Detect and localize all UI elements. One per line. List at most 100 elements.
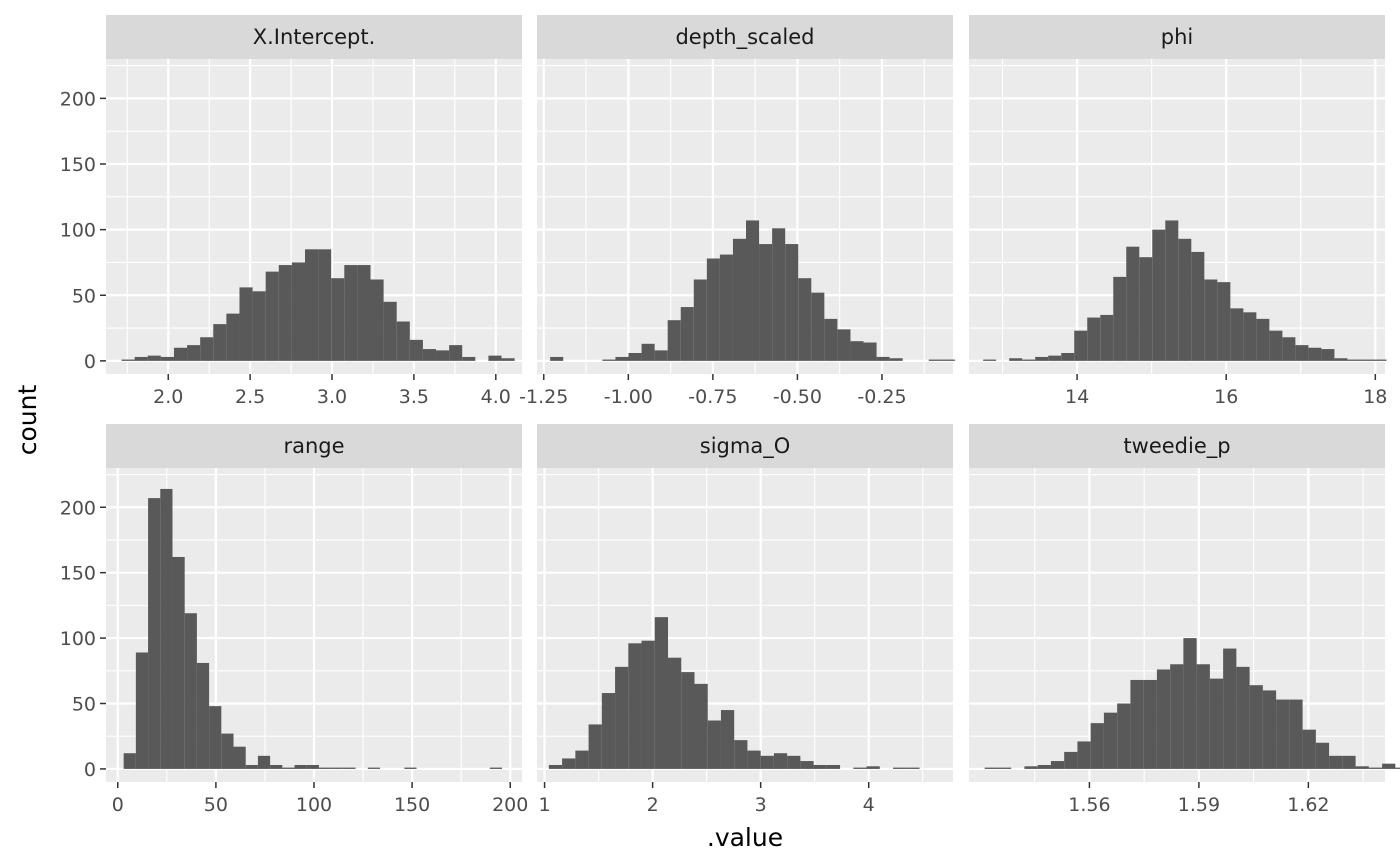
histogram-bar — [668, 657, 682, 769]
histogram-bar — [928, 359, 942, 361]
x-tick-label: -0.25 — [857, 386, 906, 408]
y-tick-label: 50 — [72, 285, 96, 307]
y-tick-label: 0 — [84, 351, 96, 373]
histogram-bar — [184, 613, 197, 769]
histogram-bar — [226, 313, 240, 361]
histogram-bar — [1204, 279, 1218, 361]
histogram-bar — [1152, 229, 1166, 361]
histogram-bar — [383, 301, 397, 361]
histogram-bar — [889, 358, 903, 361]
histogram-bar — [396, 321, 410, 361]
histogram-bar — [1165, 220, 1179, 361]
histogram-bar — [641, 343, 655, 361]
x-tick-label: 18 — [1363, 386, 1387, 408]
histogram-bar — [196, 662, 210, 769]
facet-strip-label: tweedie_p — [1123, 434, 1230, 459]
y-axis-title: count — [13, 385, 42, 456]
facet-strip — [969, 15, 1385, 59]
histogram-bar — [893, 767, 907, 769]
x-tick-label: 1.59 — [1178, 794, 1220, 816]
histogram-bar — [1223, 648, 1237, 769]
histogram-bar — [641, 640, 655, 769]
histogram-bar — [628, 353, 642, 361]
histogram-bar — [681, 672, 695, 769]
facet-panel: range 0 50 100 150 200 0 50 100 150 200 — [60, 424, 528, 816]
histogram-bar — [449, 345, 463, 361]
histogram-bar — [245, 764, 258, 769]
histogram-bar — [270, 764, 283, 769]
histogram-bar — [488, 355, 502, 361]
histogram-bar — [1373, 359, 1387, 361]
histogram-bar — [160, 488, 173, 769]
facet-strip — [106, 424, 522, 468]
histogram-bar — [1243, 312, 1257, 361]
histogram-bar — [941, 359, 955, 361]
histogram-bar — [318, 767, 332, 769]
histogram-bar — [200, 337, 214, 361]
histogram-bar — [409, 339, 423, 361]
histogram-bar — [239, 287, 253, 361]
histogram-bar — [209, 706, 222, 769]
histogram-bar — [1395, 767, 1400, 769]
x-tick-label: 50 — [204, 794, 228, 816]
histogram-bar — [306, 764, 319, 769]
histogram-bar — [123, 753, 136, 769]
x-tick-label: -1.25 — [519, 386, 568, 408]
histogram-bar — [602, 359, 616, 361]
x-tick-label: 4.0 — [481, 386, 511, 408]
x-tick-label: 1 — [539, 794, 551, 816]
histogram-bar — [800, 761, 814, 769]
histogram-bar — [997, 767, 1012, 769]
histogram-bar — [343, 767, 356, 769]
x-tick-label: -1.00 — [604, 386, 653, 408]
facet-panel: sigma_O 1 2 3 4 — [537, 424, 953, 816]
histogram-bar — [278, 265, 292, 361]
histogram-bar — [1100, 314, 1114, 361]
histogram-bar — [1191, 251, 1205, 361]
histogram-bar — [1321, 349, 1335, 361]
histogram-bar — [601, 693, 616, 769]
histogram-bar — [654, 350, 668, 361]
histogram-bar — [693, 279, 707, 361]
histogram-bar — [562, 758, 576, 769]
histogram-bar — [1256, 318, 1270, 361]
x-tick-label: 2.0 — [153, 386, 183, 408]
histogram-bar — [370, 279, 384, 361]
histogram-bar — [746, 220, 760, 361]
histogram-bar — [148, 498, 161, 769]
histogram-bar — [213, 324, 227, 361]
histogram-bar — [680, 307, 694, 361]
histogram-bar — [654, 617, 669, 769]
histogram-bar — [1355, 766, 1369, 769]
histogram-bar — [813, 764, 827, 769]
histogram-bar — [294, 764, 307, 769]
histogram-bar — [1183, 638, 1197, 769]
y-tick-label: 150 — [60, 563, 96, 585]
histogram-bar — [1077, 741, 1091, 769]
histogram-bar — [252, 291, 266, 361]
histogram-bar — [1117, 703, 1131, 769]
facet-strip — [106, 15, 522, 59]
histogram-bar — [1009, 358, 1023, 361]
histogram-bar — [707, 720, 721, 769]
y-tick-label: 200 — [60, 88, 96, 110]
histogram-bar — [1269, 330, 1283, 361]
facet-panel: depth_scaled -1.25 -1.00 -0.75 -0.50 -0.25 — [519, 15, 955, 408]
histogram-bar — [1170, 664, 1184, 769]
histogram-bar — [1024, 766, 1038, 769]
x-tick-label: 150 — [394, 794, 430, 816]
histogram-bar — [1037, 764, 1051, 769]
facet-strip-label: range — [283, 434, 344, 458]
histogram-bar — [233, 746, 246, 769]
x-tick-label: -0.75 — [688, 386, 737, 408]
histogram-bar — [548, 764, 563, 769]
histogram-bar — [1334, 358, 1348, 361]
histogram-bar — [720, 710, 735, 769]
histogram-bar — [173, 347, 188, 361]
histogram-bar — [759, 244, 773, 361]
histogram-bar — [501, 358, 515, 361]
histogram-bar — [489, 767, 503, 769]
histogram-bar — [1262, 690, 1277, 769]
histogram-bar — [1113, 276, 1127, 361]
